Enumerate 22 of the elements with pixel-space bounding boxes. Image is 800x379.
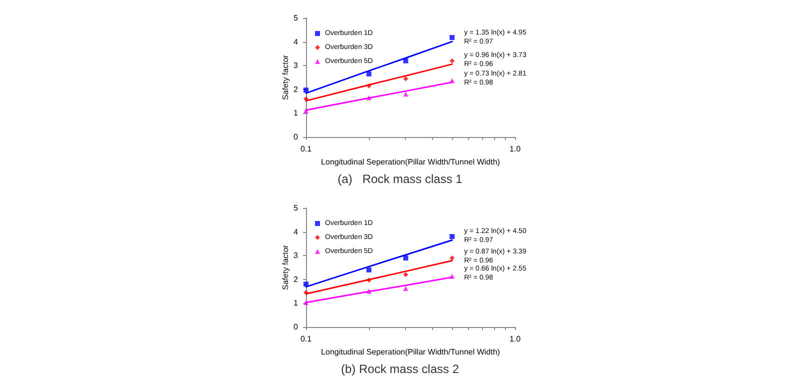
text: (b) Rock mass class 2 (340, 362, 460, 376)
y-tick-label: 3 (294, 61, 299, 70)
y-tick-label: 1 (294, 298, 299, 308)
y-axis-title: Safety factor (281, 244, 290, 290)
y-tick-label: 2 (294, 274, 299, 284)
y-tick-label: 5 (294, 14, 299, 22)
x-axis-title: Longitudinal Seperation(Pillar Width/Tunnel Width) (321, 347, 500, 356)
text: (a) Rock mass class 1 (338, 172, 463, 186)
x-axis-title: Longitudinal Seperation(Pillar Width/Tunnel Width) (321, 157, 500, 166)
x-tick-label: 1.0 (509, 334, 522, 344)
x-tick-label: 1.0 (509, 144, 522, 154)
y-tick-label: 5 (294, 204, 299, 212)
y-axis-title: Safety factor (281, 54, 290, 100)
y-tick-label: 2 (294, 84, 299, 94)
x-tick-label: 0.1 (300, 334, 312, 344)
y-tick-label: 0 (294, 132, 299, 142)
y-tick-label: 4 (294, 37, 299, 46)
x-tick-label: 0.1 (300, 144, 312, 154)
y-tick-label: 4 (294, 227, 299, 236)
y-tick-label: 3 (294, 251, 299, 260)
y-tick-label: 1 (294, 108, 299, 118)
y-tick-label: 0 (294, 322, 299, 332)
